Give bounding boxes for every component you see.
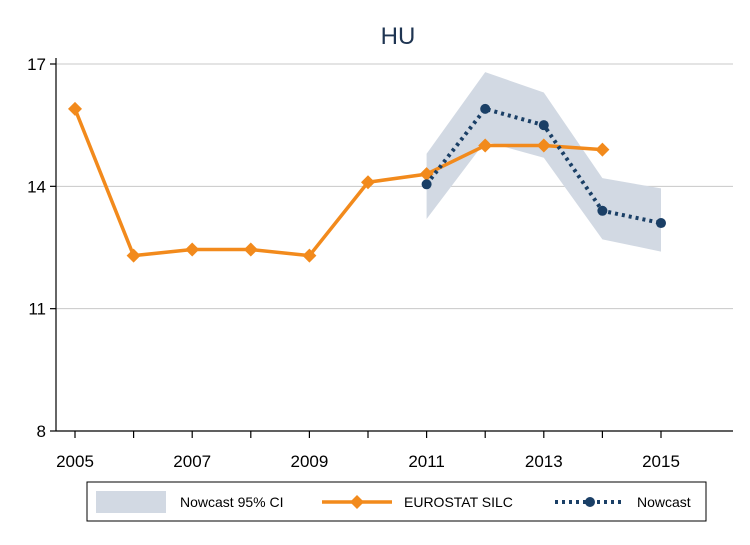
y-tick-label: 17 xyxy=(27,55,46,74)
x-tick-label: 2005 xyxy=(56,452,94,471)
x-tick-label: 2015 xyxy=(642,452,680,471)
data-point xyxy=(595,142,610,157)
legend-marker xyxy=(585,497,595,507)
data-point xyxy=(421,179,432,190)
ci-band-layer xyxy=(426,72,661,252)
axes: 8 11 14 17 2005 2007 2009 2011 2013 2015 xyxy=(27,55,733,471)
data-point xyxy=(302,248,317,263)
legend-label: EUROSTAT SILC xyxy=(404,494,513,510)
y-tick-label: 14 xyxy=(27,177,46,196)
data-point xyxy=(243,242,258,257)
data-point xyxy=(536,138,551,153)
legend-label: Nowcast xyxy=(637,494,691,510)
data-point xyxy=(185,242,200,257)
y-tick-label: 8 xyxy=(37,422,46,441)
data-point xyxy=(480,103,491,114)
data-point xyxy=(126,248,141,263)
x-tick-label: 2013 xyxy=(525,452,563,471)
data-point xyxy=(361,175,375,190)
series-layer xyxy=(68,101,666,263)
legend-swatch xyxy=(96,491,166,513)
data-point xyxy=(538,120,549,131)
x-tick-label: 2009 xyxy=(290,452,328,471)
chart-title: HU xyxy=(381,23,416,50)
legend-box xyxy=(86,481,707,522)
x-tick-label: 2011 xyxy=(408,452,445,471)
y-tick-label: 11 xyxy=(28,300,46,319)
x-tick-label: 2007 xyxy=(173,452,211,471)
legend: Nowcast 95% CI EUROSTAT SILC Nowcast xyxy=(86,481,707,522)
legend-label: Nowcast 95% CI xyxy=(180,494,283,510)
data-point xyxy=(597,205,608,216)
series-line xyxy=(73,108,603,258)
ci-band xyxy=(426,72,661,252)
legend-marker xyxy=(350,495,364,509)
data-point xyxy=(68,101,82,116)
data-point xyxy=(478,138,493,153)
data-point xyxy=(656,218,666,229)
